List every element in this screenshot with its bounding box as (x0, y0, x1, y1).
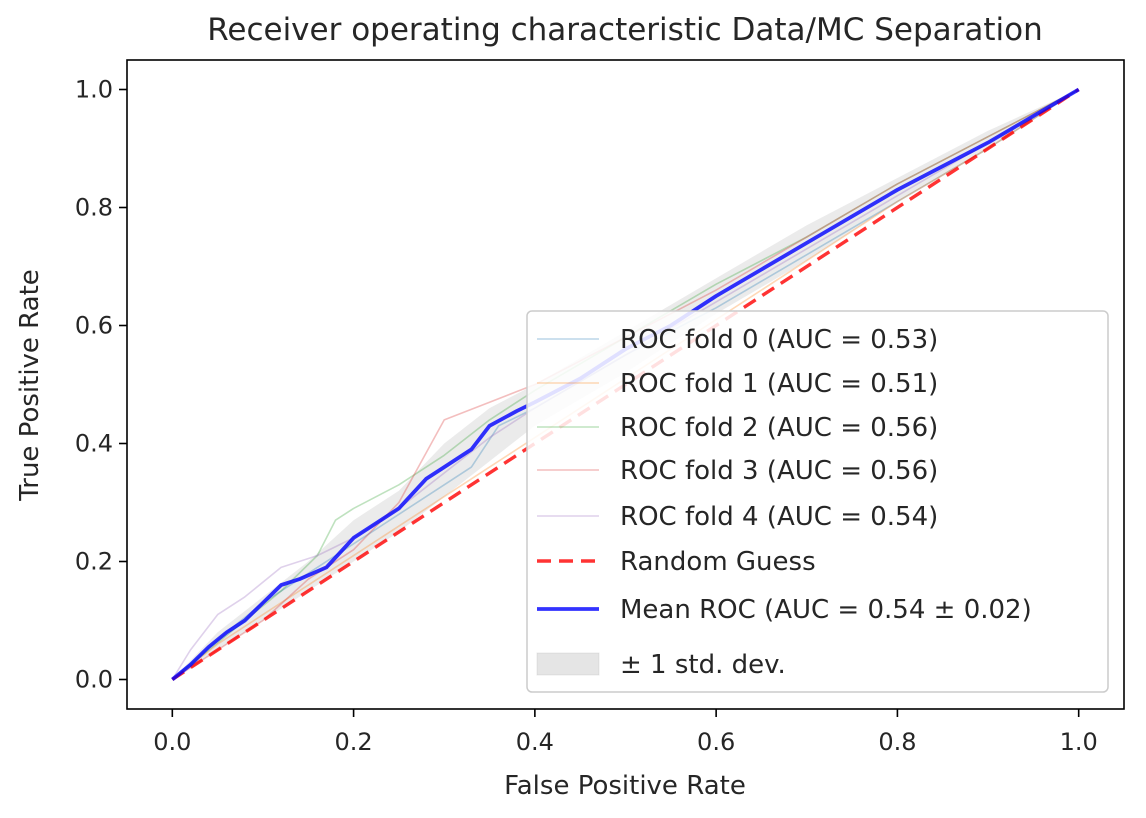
x-tick-label: 1.0 (1060, 728, 1098, 756)
legend-label-3: ROC fold 3 (AUC = 0.56) (620, 456, 938, 486)
y-axis: 0.0 0.2 0.4 0.6 0.8 1.0 (75, 76, 127, 694)
y-tick-label: 0.0 (75, 666, 113, 694)
chart-title: Receiver operating characteristic Data/M… (207, 12, 1043, 48)
y-tick-label: 1.0 (75, 76, 113, 104)
legend-box (526, 310, 1109, 693)
x-tick-label: 0.0 (153, 728, 191, 756)
x-tick-label: 0.6 (697, 728, 735, 756)
x-tick-label: 0.8 (878, 728, 916, 756)
series-line-3 (171, 88, 1080, 681)
y-tick-label: 0.4 (75, 430, 113, 458)
legend-label-2: ROC fold 2 (AUC = 0.56) (620, 413, 938, 443)
series-line-6 (171, 87, 1080, 681)
legend-label-band: ± 1 std. dev. (620, 650, 786, 680)
x-tick-label: 0.4 (516, 728, 554, 756)
series-line-1 (171, 88, 1080, 681)
x-axis: 0.0 0.2 0.4 0.6 0.8 1.0 (153, 709, 1098, 756)
y-tick-label: 0.6 (75, 312, 113, 340)
legend-label-6: Mean ROC (AUC = 0.54 ± 0.02) (620, 595, 1032, 625)
legend-label-5: Random Guess (620, 547, 816, 577)
x-tick-label: 0.2 (335, 728, 373, 756)
legend-handle-band (536, 652, 600, 676)
legend-label-0: ROC fold 0 (AUC = 0.53) (620, 325, 938, 355)
series-line-2 (171, 88, 1080, 681)
y-axis-label: True Positive Rate (15, 269, 45, 502)
y-tick-label: 0.8 (75, 194, 113, 222)
axes-frame (126, 59, 1125, 710)
legend-label-4: ROC fold 4 (AUC = 0.54) (620, 502, 938, 532)
x-axis-label: False Positive Rate (504, 771, 746, 801)
y-tick-label: 0.2 (75, 548, 113, 576)
series-line-4 (171, 88, 1080, 680)
legend-label-1: ROC fold 1 (AUC = 0.51) (620, 369, 938, 399)
legend: ROC fold 0 (AUC = 0.53) ROC fold 1 (AUC =… (526, 310, 1109, 693)
